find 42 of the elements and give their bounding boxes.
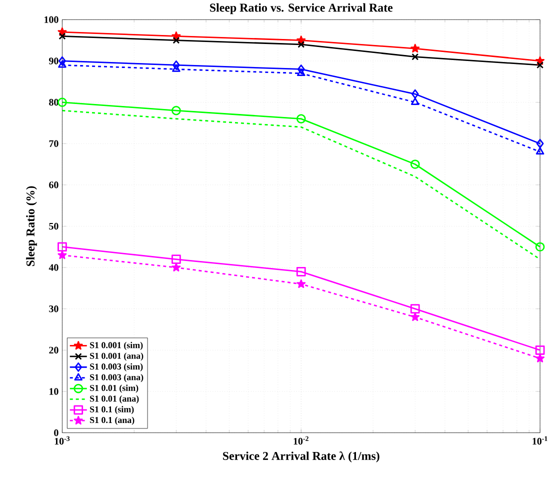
legend-label: S1 0.001 (sim) <box>90 342 143 350</box>
y-tick-label: 50 <box>49 223 58 230</box>
point <box>535 346 545 356</box>
y-tick-label: 70 <box>49 140 58 148</box>
x-tick-label: 10$^{-1}$ <box>532 436 548 445</box>
legend-label: S1 0.01 (sim) <box>90 384 138 394</box>
y-tick-label: 20 <box>49 347 58 354</box>
y-tick-label: 10 <box>50 388 58 396</box>
legend-label: S1 0.001 (ana) <box>90 352 144 361</box>
point <box>58 242 67 252</box>
point <box>296 114 306 124</box>
point <box>58 32 66 40</box>
point <box>296 68 306 76</box>
x-tick-label: 10$^{-2}$ <box>294 436 308 445</box>
point <box>58 250 67 260</box>
point <box>297 64 305 74</box>
y-tick-label: 0 <box>54 430 58 436</box>
point <box>296 280 306 288</box>
y-tick-label: 60 <box>49 182 58 188</box>
point <box>298 41 305 48</box>
legend-label: S1 0.1 (sim) <box>90 406 134 414</box>
point <box>58 56 66 66</box>
point <box>296 267 306 277</box>
legend-label: S1 0.1 (ana) <box>90 416 134 426</box>
y-tick-label: 100 <box>44 16 58 24</box>
point <box>535 242 545 252</box>
legend-label: S1 0.003 (sim) <box>90 364 143 372</box>
chart-title: Sleep Ratio vs. Service Arrival Rate <box>210 4 393 14</box>
y-tick-label: 30 <box>49 306 58 312</box>
point <box>58 98 67 108</box>
x-tick-label: 10$^{-3}$ <box>54 436 70 445</box>
legend-label: S1 0.01 (ana) <box>90 396 139 404</box>
y-tick-label: 40 <box>48 264 58 272</box>
y-axis-title: Sleep Ratio (%) <box>26 186 37 266</box>
point <box>536 354 545 363</box>
y-tick-label: 90 <box>49 58 58 65</box>
x-axis-title: Service 2 Arrival Rate λ (1/ms) <box>223 452 380 463</box>
y-tick-label: 80 <box>49 99 58 106</box>
point <box>536 62 544 69</box>
legend-label: S1 0.003 (ana) <box>90 374 144 382</box>
point <box>536 139 544 149</box>
point <box>536 147 544 155</box>
